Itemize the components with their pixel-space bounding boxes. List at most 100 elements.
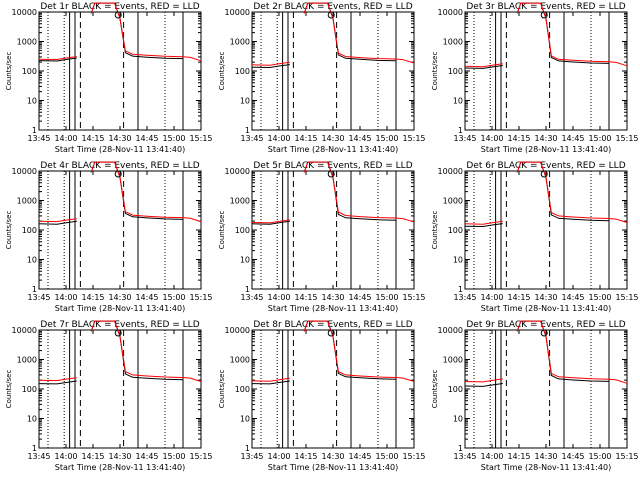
x-tick-label: 14:00 [54, 452, 77, 461]
y-tick-label: 100 [22, 67, 37, 76]
lld-series-line [464, 63, 503, 68]
events-series-line [464, 65, 503, 69]
lld-series-line [516, 2, 628, 67]
x-tick-label: 14:45 [561, 293, 584, 302]
state-marker-circle [327, 329, 335, 337]
x-tick-label: 13:45 [27, 134, 50, 143]
x-tick-label: 15:15 [402, 452, 425, 461]
events-series-line [38, 380, 77, 385]
lld-series-line [38, 377, 77, 382]
lld-series-line [516, 161, 628, 223]
x-tick-label: 14:00 [267, 293, 290, 302]
y-tick-label: 1000 [443, 356, 463, 365]
x-tick-label: 14:30 [321, 293, 344, 302]
events-series-line [251, 380, 290, 385]
x-axis-label: Start Time (28-Nov-11 13:41:40) [481, 463, 611, 472]
x-tick-label: 14:45 [348, 293, 371, 302]
x-tick-label: 15:15 [402, 134, 425, 143]
events-series-line [38, 220, 77, 225]
y-tick-label: 1000 [230, 197, 250, 206]
y-tick-label: 10000 [225, 167, 250, 176]
panel-3: Det 3r BLACK = Events, RED = LLD 13:45 14:… [431, 2, 639, 154]
x-tick-label: 14:30 [321, 134, 344, 143]
x-tick-label: 13:45 [240, 134, 263, 143]
y-tick-label: 10000 [438, 8, 463, 17]
y-tick-label: 10 [453, 97, 463, 106]
x-tick-label: 14:45 [135, 293, 158, 302]
x-tick-label: 15:15 [402, 293, 425, 302]
y-tick-label: 10000 [438, 167, 463, 176]
x-axis-label: Start Time (28-Nov-11 13:41:40) [55, 145, 185, 154]
plot-frame [464, 329, 628, 449]
y-axis-label: Counts/sec [431, 370, 439, 409]
panel-4: Det 4r BLACK = Events, RED = LLD 13:45 14:… [5, 161, 213, 313]
x-tick-label: 15:00 [162, 293, 185, 302]
x-tick-label: 13:45 [240, 293, 263, 302]
plot-frame [251, 11, 415, 131]
lld-series-line [90, 2, 202, 62]
x-tick-label: 14:45 [135, 452, 158, 461]
x-tick-label: 15:15 [615, 293, 638, 302]
x-tick-label: 15:15 [189, 452, 212, 461]
x-tick-label: 15:00 [588, 293, 611, 302]
panel-title: Det 4r BLACK = Events, RED = LLD [40, 161, 199, 171]
y-tick-label: 100 [235, 226, 250, 235]
y-tick-label: 1000 [17, 356, 37, 365]
y-tick-label: 100 [22, 385, 37, 394]
panel-7: Det 7r BLACK = Events, RED = LLD 13:45 14:… [5, 320, 213, 472]
panel-title: Det 1r BLACK = Events, RED = LLD [40, 2, 199, 12]
x-tick-label: 14:15 [81, 452, 104, 461]
y-tick-label: 10000 [438, 326, 463, 335]
y-axis-label: Counts/sec [5, 370, 13, 409]
panel-2: Det 2r BLACK = Events, RED = LLD 13:45 14:… [218, 2, 426, 154]
events-series-line [251, 64, 290, 69]
x-tick-label: 13:45 [27, 452, 50, 461]
panel-6: Det 6r BLACK = Events, RED = LLD 13:45 14:… [431, 161, 639, 313]
panel-8: Det 8r BLACK = Events, RED = LLD 13:45 14:… [218, 320, 426, 472]
x-tick-label: 15:00 [375, 452, 398, 461]
state-marker-circle [114, 329, 122, 337]
x-tick-label: 14:45 [135, 134, 158, 143]
y-tick-label: 1000 [230, 356, 250, 365]
x-tick-label: 15:00 [375, 293, 398, 302]
panel-title: Det 6r BLACK = Events, RED = LLD [466, 161, 625, 171]
state-marker-circle [327, 170, 335, 178]
plot-frame [464, 170, 628, 290]
y-tick-label: 10 [240, 256, 250, 265]
panel-1: Det 1r BLACK = Events, RED = LLD 13:45 14:… [5, 2, 213, 154]
x-tick-label: 14:00 [54, 293, 77, 302]
y-tick-label: 100 [448, 385, 463, 394]
state-marker-circle [327, 11, 335, 19]
x-tick-label: 15:00 [375, 134, 398, 143]
x-tick-label: 15:00 [162, 452, 185, 461]
lld-series-line [464, 378, 503, 383]
x-tick-label: 14:30 [534, 452, 557, 461]
x-tick-label: 14:45 [348, 134, 371, 143]
y-tick-label: 1 [245, 444, 250, 453]
x-tick-label: 15:15 [615, 134, 638, 143]
events-series-line [251, 220, 290, 225]
y-axis-label: Counts/sec [218, 370, 226, 409]
y-axis-label: Counts/sec [431, 52, 439, 91]
panel-5: Det 5r BLACK = Events, RED = LLD 13:45 14:… [218, 161, 426, 313]
y-axis-label: Counts/sec [5, 52, 13, 91]
x-tick-label: 14:00 [480, 452, 503, 461]
y-tick-label: 10 [453, 415, 463, 424]
x-axis-label: Start Time (28-Nov-11 13:41:40) [268, 463, 398, 472]
y-tick-label: 1000 [443, 38, 463, 47]
x-axis-label: Start Time (28-Nov-11 13:41:40) [481, 304, 611, 313]
y-tick-label: 10 [27, 415, 37, 424]
x-tick-label: 15:15 [189, 134, 212, 143]
lld-series-line [464, 220, 503, 225]
x-tick-label: 14:15 [81, 293, 104, 302]
y-tick-label: 10 [453, 256, 463, 265]
x-tick-label: 14:15 [81, 134, 104, 143]
x-axis-label: Start Time (28-Nov-11 13:41:40) [481, 145, 611, 154]
lld-series-line [90, 320, 202, 382]
x-tick-label: 14:30 [321, 452, 344, 461]
events-series-line [38, 57, 77, 62]
lld-series-line [90, 161, 202, 223]
y-tick-label: 1 [245, 285, 250, 294]
x-tick-label: 13:45 [453, 293, 476, 302]
